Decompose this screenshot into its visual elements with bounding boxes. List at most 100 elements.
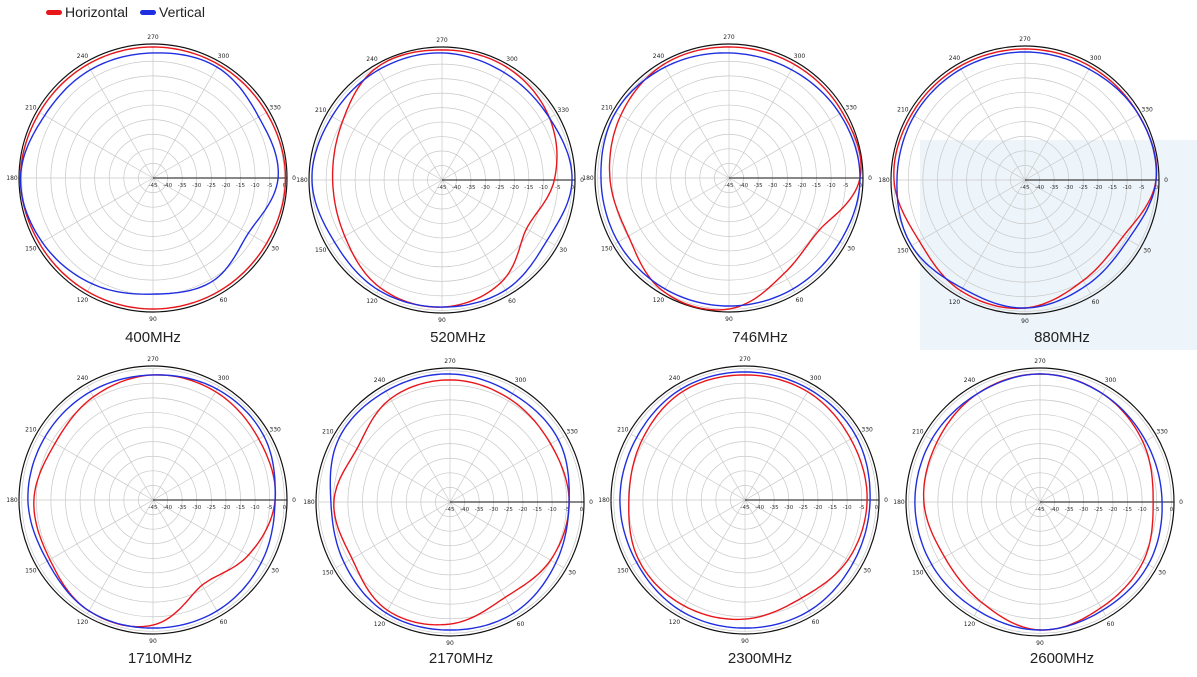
angle-tick-label: 30	[847, 246, 855, 253]
radial-tick-label: -10	[843, 505, 852, 511]
angle-tick-label: 120	[374, 621, 386, 628]
grid-spoke	[376, 66, 443, 181]
grid-spoke	[744, 499, 859, 566]
grid-spoke	[974, 388, 1041, 503]
series-horizontal-curve	[628, 374, 868, 621]
radial-tick-label: -30	[192, 505, 201, 511]
radial-tick-label: -40	[163, 183, 172, 189]
angle-tick-label: 240	[366, 56, 378, 63]
grid-spoke	[1024, 66, 1091, 181]
angle-tick-label: 330	[1141, 107, 1153, 114]
radial-tick-label: -30	[1079, 507, 1088, 513]
angle-tick-label: 0	[589, 499, 593, 506]
angle-tick-label: 30	[1158, 570, 1166, 577]
grid-spoke	[376, 179, 443, 294]
angle-tick-label: 0	[1179, 499, 1183, 506]
grid-spoke	[615, 177, 730, 244]
grid-spoke	[39, 112, 154, 179]
angle-tick-label: 240	[669, 375, 681, 382]
grid-spoke	[39, 499, 154, 566]
radial-tick-label: -35	[770, 505, 779, 511]
angle-tick-label: 270	[147, 34, 159, 41]
radial-tick-label: -30	[1064, 185, 1073, 191]
radial-tick-label: 0	[571, 185, 575, 191]
grid-spoke	[328, 114, 443, 181]
radial-tick-label: -45	[1036, 507, 1045, 513]
grid-spoke	[87, 499, 154, 614]
series-horizontal-curve	[33, 374, 277, 628]
angle-tick-label: 0	[1164, 177, 1168, 184]
radial-tick-label: -25	[783, 183, 792, 189]
angle-tick-label: 270	[436, 37, 448, 44]
radial-tick-label: -5	[1139, 185, 1145, 191]
radial-tick-label: -5	[843, 183, 849, 189]
radial-tick-label: -20	[510, 185, 519, 191]
angle-tick-label: 270	[739, 356, 751, 363]
radial-tick-label: -15	[828, 505, 837, 511]
angle-tick-label: 150	[25, 568, 37, 575]
radial-tick-label: -35	[1065, 507, 1074, 513]
grid-spoke	[87, 386, 154, 501]
radial-tick-label: -40	[1050, 507, 1059, 513]
radial-tick-label: -45	[149, 505, 158, 511]
radial-tick-label: -5	[859, 505, 865, 511]
radial-tick-label: -20	[518, 507, 527, 513]
angle-tick-label: 0	[292, 497, 296, 504]
radial-tick-label: -10	[539, 185, 548, 191]
angle-tick-label: 120	[949, 299, 961, 306]
polar-plot: -45 -40 -35 -30 -25 -20 -15 -10 -5 00 30 60 90 120 150…	[598, 356, 888, 645]
angle-tick-label: 300	[506, 56, 518, 63]
radial-tick-label: -35	[1050, 185, 1059, 191]
angle-tick-label: 120	[669, 619, 681, 626]
radial-tick-label: -35	[178, 183, 187, 189]
angle-tick-label: 60	[517, 621, 525, 628]
radial-tick-label: -10	[1138, 507, 1147, 513]
radial-tick-label: 0	[1170, 507, 1174, 513]
angle-tick-label: 300	[218, 53, 230, 60]
radial-tick-label: -15	[524, 185, 533, 191]
radial-tick-label: 0	[1155, 185, 1159, 191]
grid-spoke	[449, 501, 564, 568]
frequency-label: 880MHz	[1034, 329, 1090, 346]
grid-spoke	[1039, 388, 1106, 503]
grid-spoke	[631, 499, 746, 566]
angle-tick-label: 240	[77, 53, 89, 60]
radial-tick-label: -5	[1154, 507, 1160, 513]
polar-plot: -45 -40 -35 -30 -25 -20 -15 -10 -5 00 30 60 90 120 150…	[893, 358, 1183, 647]
radial-tick-label: 0	[580, 507, 584, 513]
angle-tick-label: 150	[25, 246, 37, 253]
angle-tick-label: 90	[446, 640, 454, 647]
angle-tick-label: 150	[315, 247, 327, 254]
series-vertical-curve	[311, 52, 573, 308]
angle-tick-label: 30	[271, 568, 279, 575]
radial-tick-label: -5	[555, 185, 561, 191]
grid-spoke	[449, 436, 564, 503]
angle-tick-label: 180	[303, 499, 315, 506]
angle-tick-label: 120	[366, 298, 378, 305]
series-vertical-curve	[27, 374, 276, 629]
grid-spoke	[974, 501, 1041, 616]
grid-spoke	[744, 434, 859, 501]
frequency-label: 746MHz	[732, 329, 788, 346]
polar-chart-746MHz: -45 -40 -35 -30 -25 -20 -15 -10 -5 0 0 30 60 90 120 150…	[582, 34, 873, 323]
series-vertical-curve	[600, 52, 861, 307]
polar-chart-520MHz: -45 -40 -35 -30 -25 -20 -15 -10 -5 0 0 30 60 90 120 150…	[296, 37, 585, 324]
radial-tick-label: -35	[178, 505, 187, 511]
grid-spoke	[728, 112, 843, 179]
grid-spoke	[449, 388, 516, 503]
angle-tick-label: 60	[508, 298, 516, 305]
radial-tick-label: -15	[1123, 507, 1132, 513]
angle-tick-label: 90	[1021, 318, 1029, 325]
grid-spoke	[663, 177, 730, 292]
angle-tick-label: 180	[582, 175, 594, 182]
angle-tick-label: 90	[741, 638, 749, 645]
angle-tick-label: 210	[25, 427, 37, 434]
angle-tick-label: 30	[568, 570, 576, 577]
radial-tick-label: -25	[1094, 507, 1103, 513]
radial-tick-label: -10	[251, 183, 260, 189]
angle-tick-label: 330	[861, 427, 873, 434]
angle-tick-label: 150	[912, 570, 924, 577]
series-horizontal-curve	[331, 49, 558, 308]
angle-tick-label: 300	[794, 53, 806, 60]
angle-tick-label: 210	[617, 427, 629, 434]
